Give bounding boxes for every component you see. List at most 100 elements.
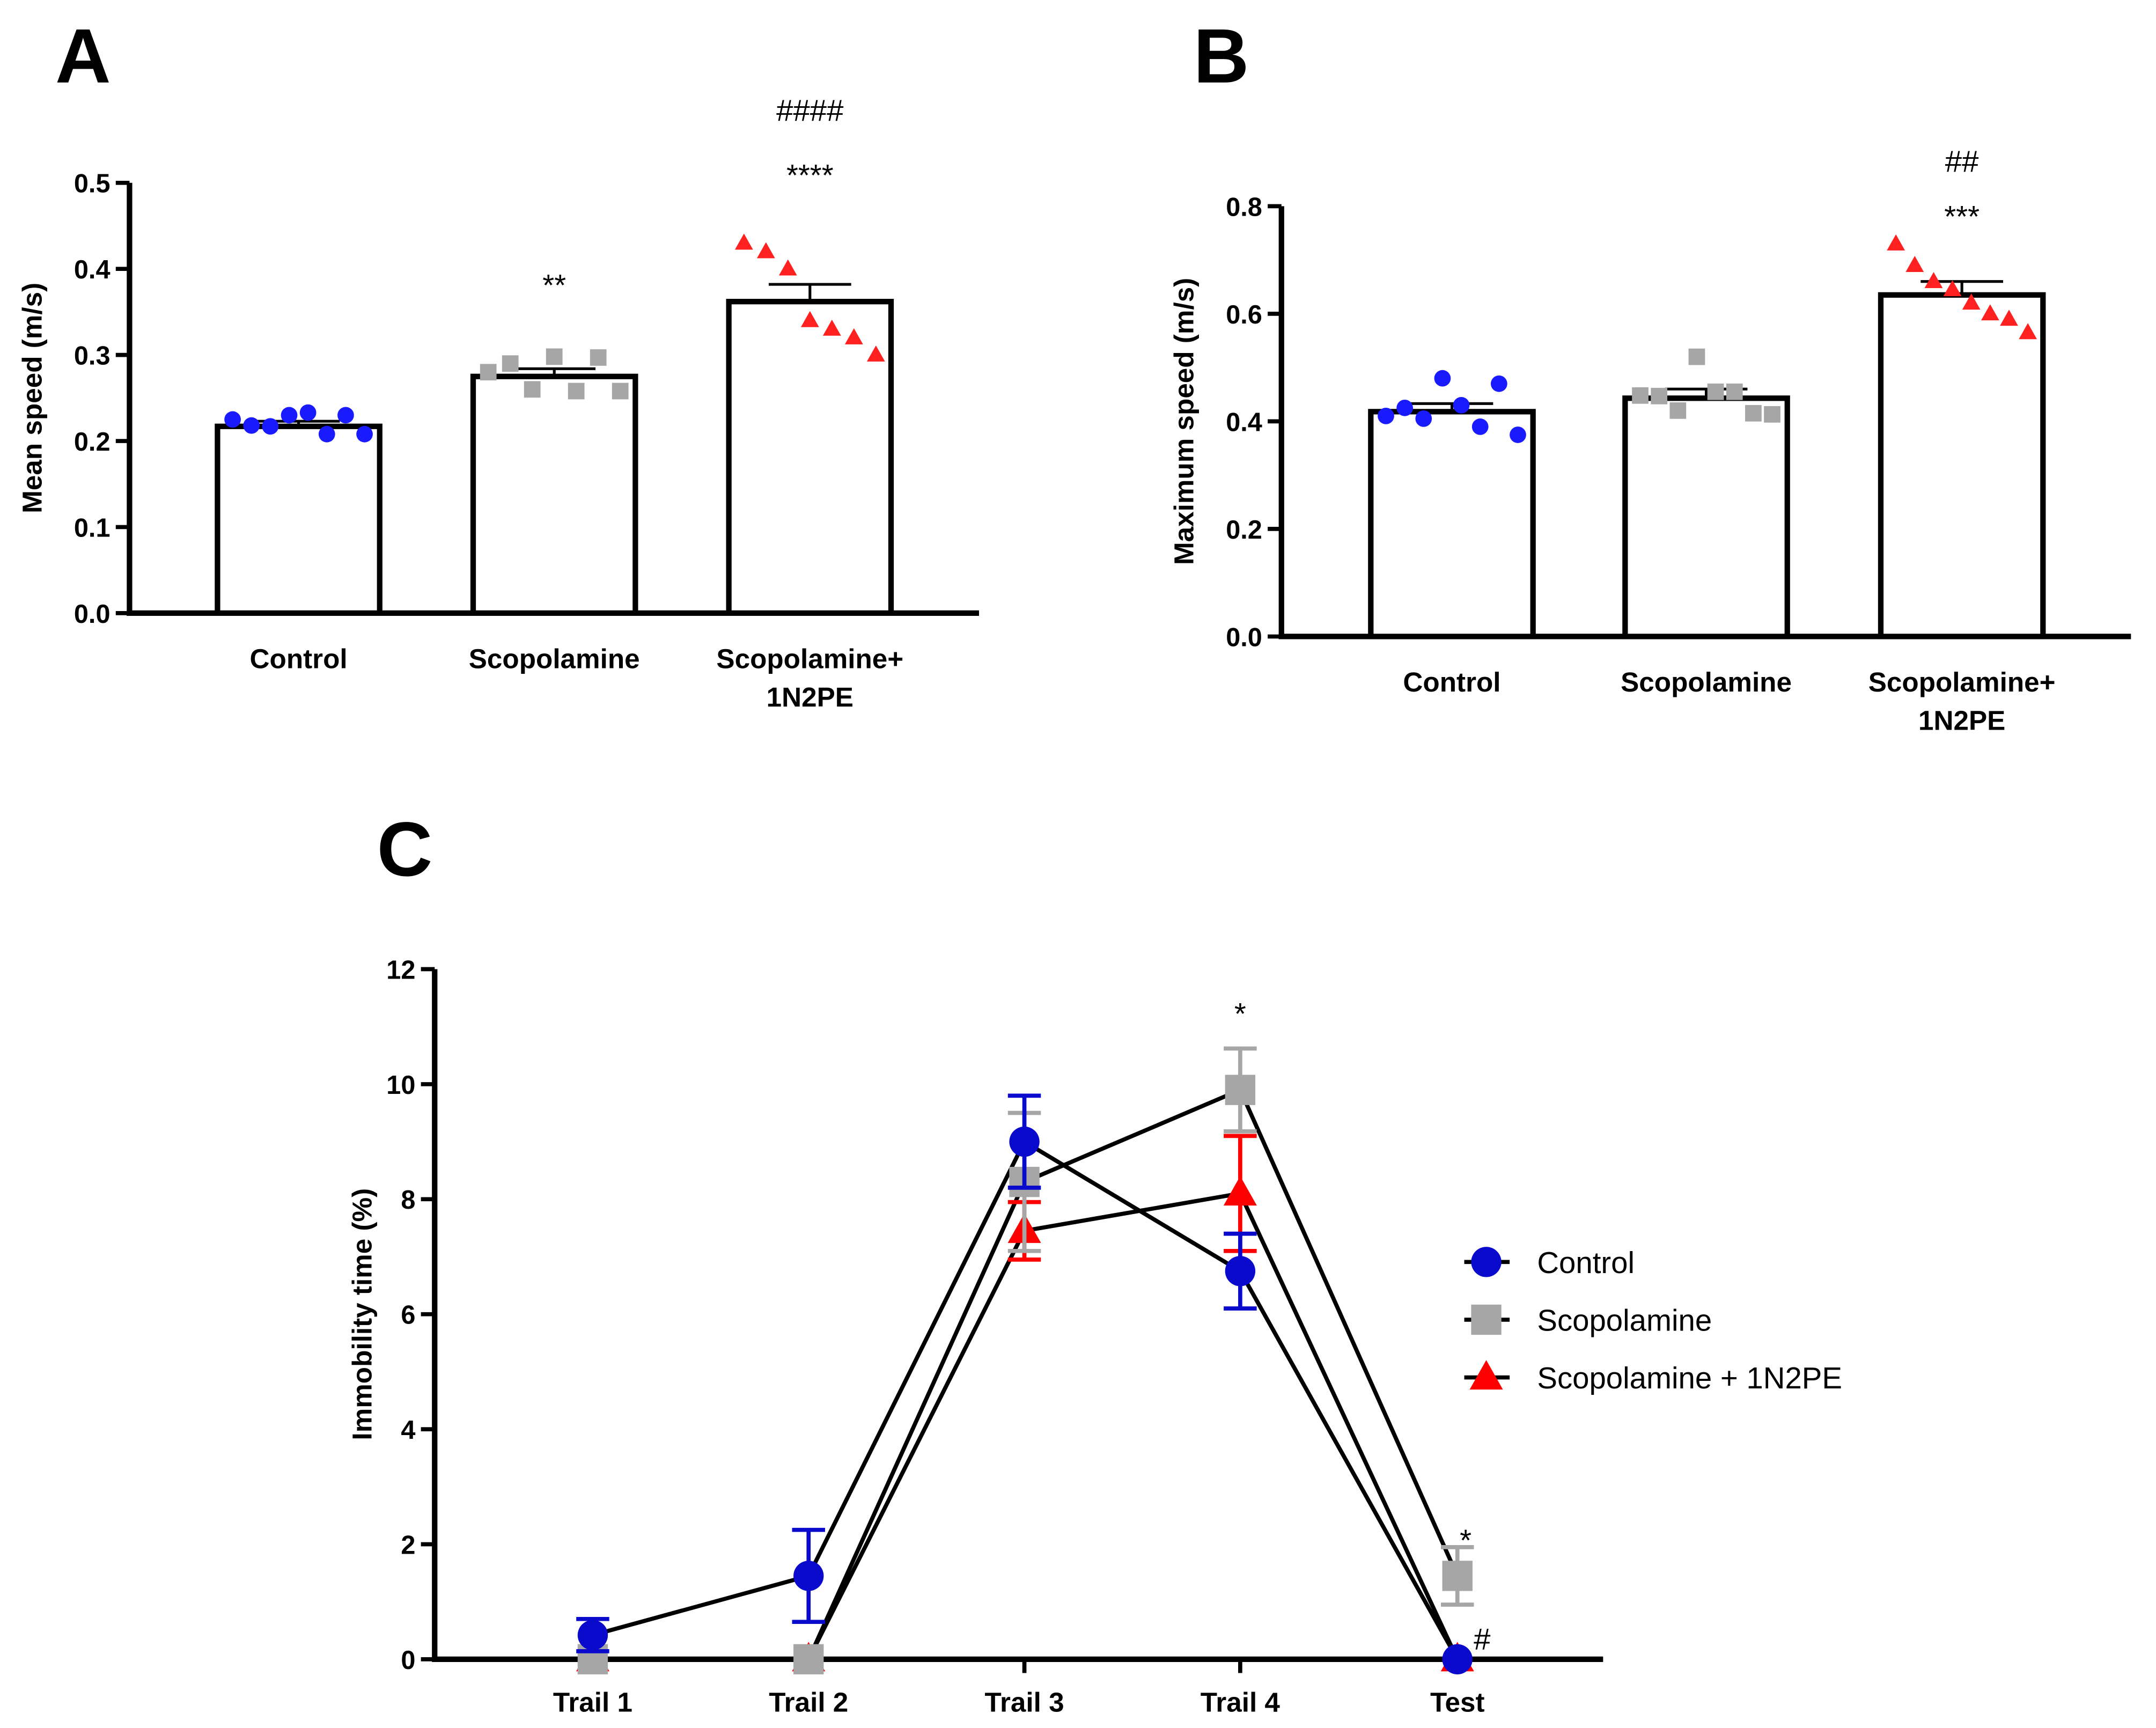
data-point: [1887, 234, 1905, 251]
bar: [726, 299, 894, 616]
data-point: [1225, 1256, 1256, 1286]
data-point: [778, 259, 797, 276]
data-point: [480, 364, 497, 381]
data-point: [568, 383, 585, 400]
data-point: [1378, 407, 1394, 424]
bar: [1368, 409, 1536, 639]
data-point: [1453, 396, 1470, 414]
x-tick-label: Test: [1430, 1687, 1485, 1717]
x-tick-label: Scopolamine: [469, 643, 640, 674]
data-point: [1490, 375, 1507, 392]
significance-star: *: [1234, 997, 1246, 1031]
data-point: [577, 1620, 608, 1651]
y-tick-label: 0.2: [74, 428, 111, 457]
y-tick-label: 8: [401, 1186, 415, 1215]
data-point: [866, 345, 885, 362]
data-point: [262, 418, 279, 435]
data-point: [1396, 399, 1414, 416]
data-point: [1415, 410, 1432, 427]
y-tick-label: 0.3: [74, 342, 111, 371]
legend-marker: [1471, 1247, 1502, 1277]
y-tick-label: 4: [401, 1416, 415, 1445]
data-point: [1905, 255, 1924, 272]
x-tick-label: Trail 1: [553, 1687, 632, 1717]
data-point: [756, 242, 775, 259]
data-point: [1225, 1075, 1256, 1105]
data-point: [822, 319, 841, 336]
y-tick-label: 0.4: [74, 255, 111, 284]
legend-label: Control: [1537, 1246, 1635, 1280]
data-point: [299, 404, 317, 421]
data-point: [1223, 1176, 1257, 1206]
data-point: [793, 1644, 824, 1675]
chart-c: 0 2 4 6 8 10 12 Trail 1 Trail 2 Trail 3 Trail 4 Tes…: [347, 955, 1842, 1717]
x-tick-label: Scopolamine+: [716, 643, 903, 674]
data-point: [318, 425, 335, 443]
data-point: [1434, 370, 1451, 387]
data-point: [243, 417, 260, 434]
data-point: [1764, 406, 1780, 423]
y-tick-label: 0.4: [1226, 408, 1262, 437]
y-tick-label: 2: [401, 1531, 415, 1560]
data-point: [546, 348, 563, 365]
y-tick-label: 0.0: [74, 600, 111, 629]
bar: [1878, 292, 2046, 639]
data-point: [590, 349, 607, 366]
bar: [470, 373, 638, 616]
data-point: [337, 407, 354, 424]
data-point: [793, 1561, 824, 1591]
data-point: [1962, 293, 1981, 310]
x-tick-label: Control: [1403, 667, 1500, 697]
data-point: [1943, 280, 1962, 297]
data-point: [1651, 387, 1668, 405]
data-point: [1632, 387, 1649, 404]
significance-star: ***: [1944, 200, 1980, 233]
x-tick-label: Trail 3: [985, 1687, 1064, 1717]
data-point: [844, 328, 863, 344]
x-tick-label: Trail 4: [1201, 1687, 1281, 1717]
y-axis-label: Immobility time (%): [347, 1188, 377, 1440]
x-tick-label: Scopolamine+: [1868, 667, 2056, 697]
data-point: [1442, 1644, 1473, 1675]
data-point: [1745, 405, 1762, 422]
x-tick-label: 1N2PE: [767, 682, 853, 712]
significance-hash: ##: [1945, 144, 1979, 178]
data-point: [1510, 427, 1526, 443]
panel-label-a: A: [55, 13, 111, 99]
y-tick-label: 6: [401, 1301, 415, 1330]
y-tick-label: 0.1: [74, 513, 111, 542]
bar: [1622, 395, 1790, 639]
y-tick-label: 10: [386, 1071, 415, 1100]
x-tick-label: Trail 2: [769, 1687, 848, 1717]
y-tick-label: 0.8: [1226, 193, 1262, 222]
data-point: [1707, 383, 1724, 400]
x-tick-label: Control: [250, 643, 348, 674]
significance-star: **: [542, 268, 566, 302]
data-point: [1726, 383, 1743, 400]
data-point: [734, 233, 753, 250]
data-point: [2019, 323, 2037, 340]
y-tick-label: 0.0: [1226, 623, 1262, 652]
data-point: [1471, 418, 1489, 435]
y-tick-label: 0: [401, 1646, 415, 1675]
bar: [215, 423, 382, 616]
data-point: [1924, 272, 1943, 289]
legend-label: Scopolamine + 1N2PE: [1537, 1361, 1842, 1395]
legend-marker: [1469, 1360, 1503, 1390]
x-tick-label: Scopolamine: [1621, 667, 1792, 697]
y-tick-label: 0.6: [1226, 300, 1262, 329]
data-point: [1981, 304, 1999, 321]
x-tick-label: 1N2PE: [1918, 705, 2005, 736]
data-point: [1009, 1126, 1040, 1157]
y-axis-label: Maximum speed (m/s): [1169, 278, 1200, 565]
y-tick-label: 0.5: [74, 170, 111, 198]
data-point: [281, 407, 298, 424]
data-point: [800, 311, 819, 327]
y-tick-label: 12: [386, 955, 415, 984]
data-point: [2000, 310, 2018, 326]
data-point: [356, 425, 373, 443]
data-point: [612, 383, 629, 400]
y-axis-label: Mean speed (m/s): [17, 283, 47, 513]
chart-a: 0.0 0.1 0.2 0.3 0.4 0.5 Mean speed (m/s) Contro…: [17, 93, 980, 712]
